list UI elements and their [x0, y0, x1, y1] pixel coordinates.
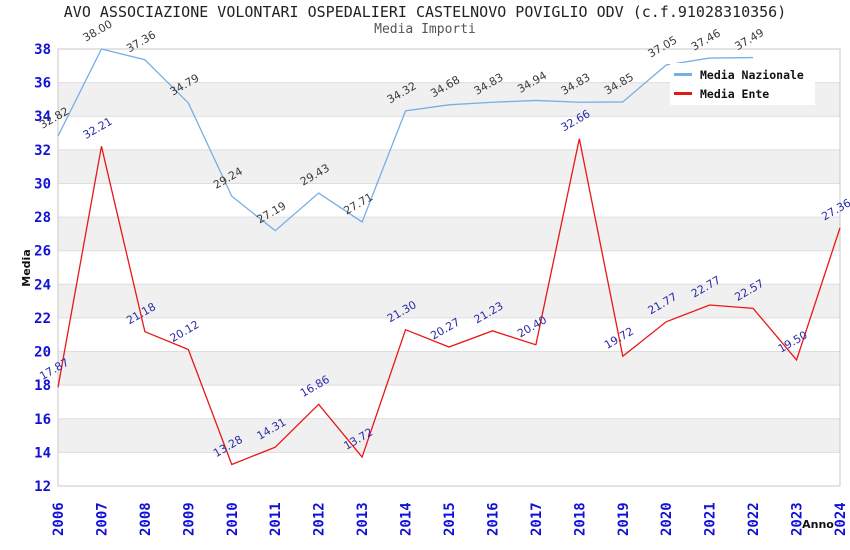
x-tick-label: 2007: [94, 502, 110, 536]
legend-label: Media Ente: [700, 86, 770, 101]
y-tick-label: 30: [34, 176, 51, 192]
plot-band: [58, 116, 840, 150]
y-tick-label: 34: [34, 109, 51, 125]
x-tick-label: 2020: [659, 502, 675, 536]
x-tick-label: 2017: [529, 502, 545, 536]
y-tick-label: 28: [34, 210, 51, 226]
plot-band: [58, 250, 840, 285]
plot-band: [58, 317, 840, 352]
y-axis-title: Media: [20, 249, 33, 286]
x-tick-label: 2008: [138, 502, 154, 536]
plot-border: [57, 48, 841, 487]
y-tick-label: 12: [34, 479, 51, 495]
x-tick-label: 2009: [181, 502, 197, 536]
plot-band: [58, 217, 840, 251]
plot-band: [58, 418, 840, 453]
x-tick-label: 2014: [399, 502, 415, 536]
x-tick-label: 2022: [746, 502, 762, 536]
x-tick-label: 2016: [485, 502, 501, 536]
x-axis-title: Anno: [802, 518, 834, 531]
plot-band: [58, 385, 840, 419]
x-tick-label: 2023: [790, 502, 806, 536]
x-tick-label: 2019: [616, 502, 632, 536]
plot-band: [58, 452, 840, 486]
y-tick-label: 24: [34, 277, 51, 293]
x-tick-label: 2024: [833, 502, 849, 536]
y-tick-label: 14: [34, 445, 51, 461]
chart-title: AVO ASSOCIAZIONE VOLONTARI OSPEDALIERI C…: [63, 3, 787, 21]
plot-band: [58, 183, 840, 218]
legend-line-swatch-blue: [674, 73, 692, 76]
x-tick-label: 2013: [355, 502, 371, 536]
plot-band: [58, 351, 840, 386]
series-line-media-nazionale: [57, 48, 754, 232]
x-tick-label: 2018: [572, 502, 588, 536]
data-label: 38.00: [81, 17, 115, 44]
x-tick-label: 2021: [703, 502, 719, 536]
x-tick-label: 2010: [225, 502, 241, 536]
legend-label: Media Nazionale: [700, 67, 804, 82]
x-tick-label: 2006: [51, 502, 67, 536]
x-tick-label: 2012: [312, 502, 328, 536]
x-tick-label: 2015: [442, 502, 458, 536]
x-tick-label: 2011: [268, 502, 284, 536]
y-tick-label: 18: [34, 378, 51, 394]
legend-line-swatch-red: [674, 92, 692, 95]
y-tick-label: 38: [34, 42, 51, 58]
legend: Media Nazionale Media Ente: [670, 63, 815, 105]
y-tick-label: 20: [34, 345, 51, 361]
y-tick-label: 32: [34, 143, 51, 159]
y-tick-label: 22: [34, 311, 51, 327]
chart-subtitle: Media Importi: [374, 22, 476, 37]
legend-item-media-ente: Media Ente: [672, 84, 815, 103]
plot-band: [58, 149, 840, 184]
series-line-media-ente: [57, 138, 841, 466]
y-tick-label: 36: [34, 76, 51, 92]
y-tick-label: 16: [34, 412, 51, 428]
y-tick-label: 26: [34, 244, 51, 260]
legend-item-media-nazionale: Media Nazionale: [672, 65, 815, 84]
plot-band: [58, 284, 840, 318]
